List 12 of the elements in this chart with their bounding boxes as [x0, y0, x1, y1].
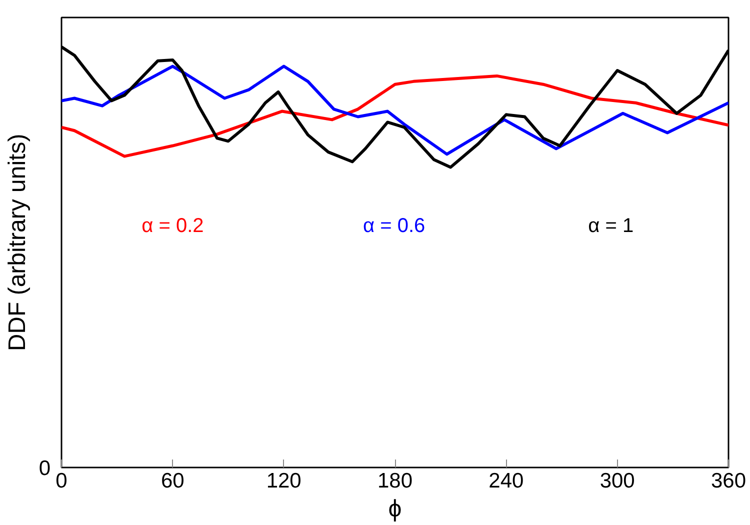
text: α = 0.2	[142, 215, 204, 238]
y-axis-title: DDF (arbitrary units)	[4, 134, 31, 352]
x-tick-label: 180	[377, 470, 413, 492]
x-tick-label: 0	[56, 470, 68, 492]
text: α = 1	[588, 215, 634, 238]
x-tick-label: 240	[488, 470, 524, 492]
x-tick-label: 300	[600, 470, 635, 492]
x-tick-label: 120	[266, 470, 302, 492]
x-tick-label: 60	[160, 470, 184, 492]
x-tick-label: 360	[710, 470, 746, 492]
x-axis-title: ϕ	[388, 496, 402, 522]
text: α = 0.6	[362, 215, 426, 238]
